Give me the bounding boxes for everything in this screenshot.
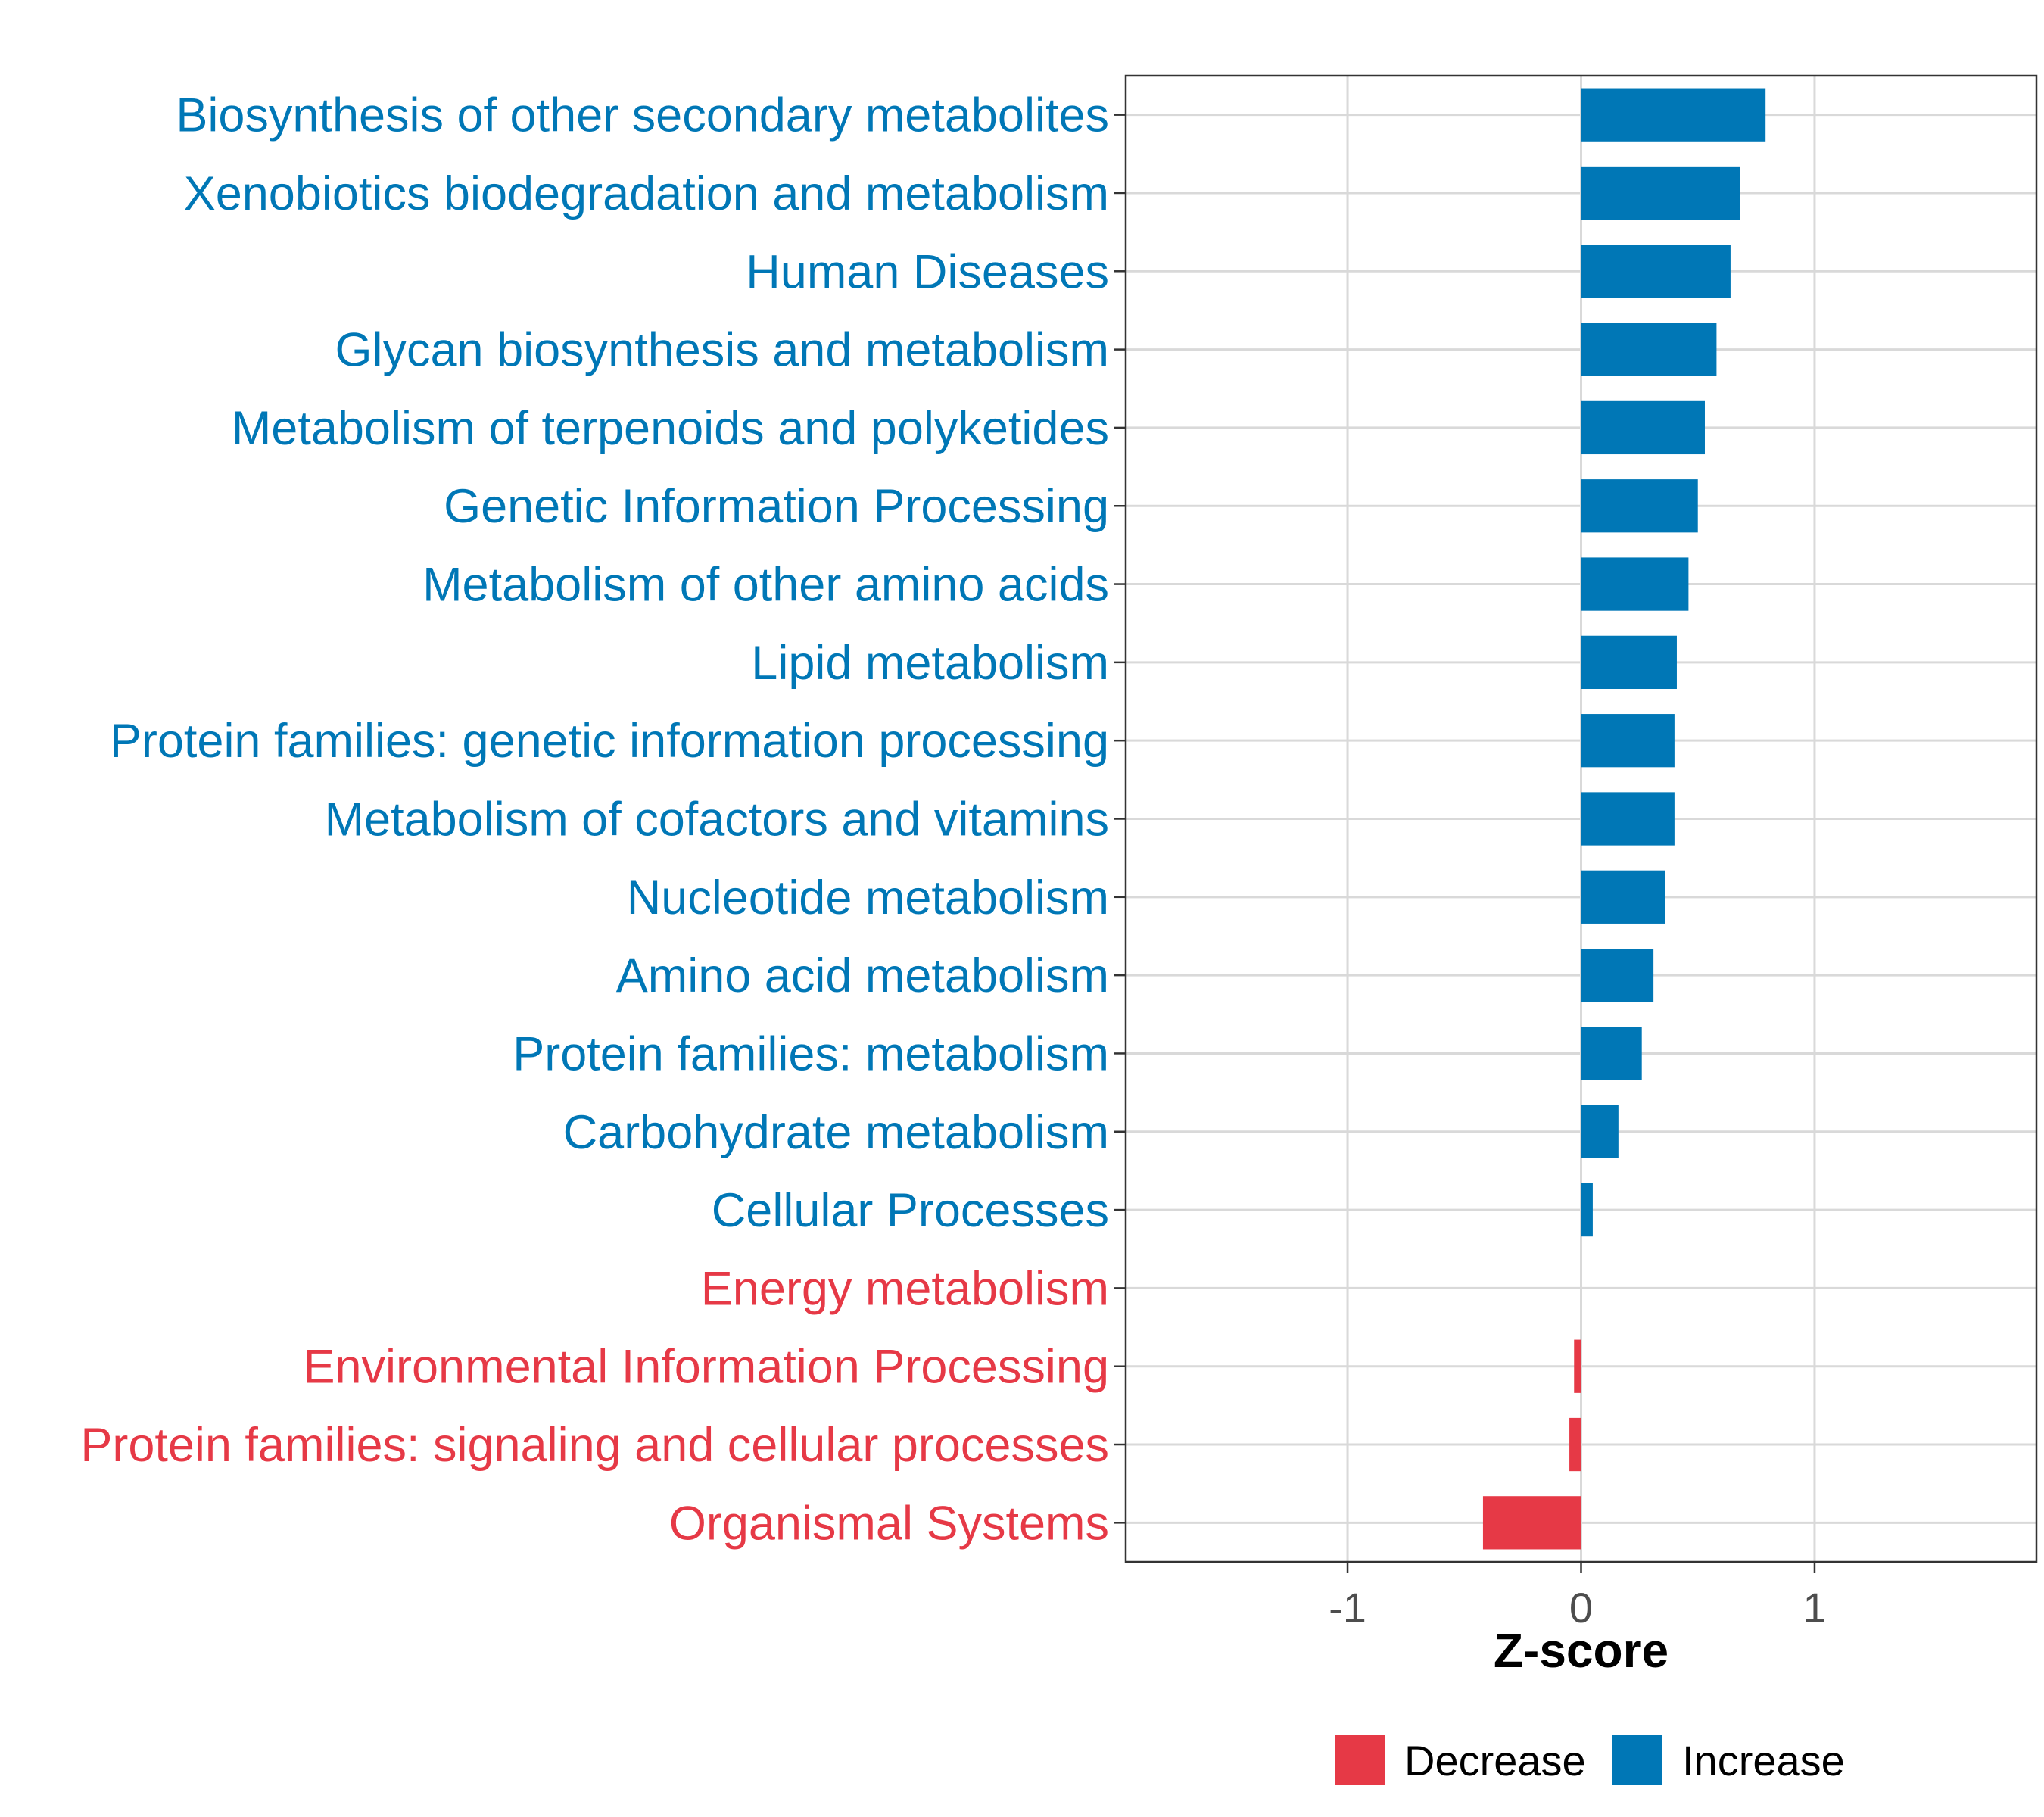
bar-11	[1581, 949, 1654, 1002]
category-label-14: Cellular Processes	[712, 1184, 1109, 1237]
legend-label-increase: Increase	[1682, 1737, 1845, 1784]
bar-17	[1569, 1417, 1581, 1472]
category-label-0: Biosynthesis of other secondary metaboli…	[176, 89, 1109, 142]
bar-8	[1581, 714, 1675, 768]
x-axis-ticks: -1 0 1	[1329, 1562, 1827, 1632]
x-tick-label-2: 1	[1803, 1584, 1826, 1632]
category-label-1: Xenobiotics biodegradation and metabolis…	[184, 167, 1109, 220]
category-label-6: Metabolism of other amino acids	[422, 559, 1109, 612]
bar-14	[1581, 1183, 1593, 1237]
category-label-4: Metabolism of terpenoids and polyketides	[232, 402, 1109, 455]
x-tick-label-1: 0	[1569, 1584, 1593, 1632]
legend-key-increase	[1612, 1735, 1662, 1785]
category-label-13: Carbohydrate metabolism	[563, 1106, 1109, 1159]
category-label-5: Genetic Information Processing	[444, 480, 1109, 533]
bar-5	[1581, 479, 1698, 533]
bars	[1482, 88, 1766, 1550]
bar-2	[1581, 245, 1731, 298]
bar-16	[1574, 1339, 1581, 1393]
category-label-9: Metabolism of cofactors and vitamins	[325, 793, 1109, 846]
y-axis-ticks	[1114, 114, 1126, 1524]
category-label-12: Protein families: metabolism	[513, 1027, 1109, 1080]
category-label-11: Amino acid metabolism	[616, 949, 1109, 1002]
bar-13	[1581, 1105, 1619, 1158]
legend: Decrease Increase	[1335, 1735, 1845, 1785]
x-axis-title: Z-score	[1494, 1623, 1669, 1678]
bar-7	[1581, 635, 1677, 689]
legend-label-decrease: Decrease	[1404, 1737, 1586, 1784]
category-label-15: Energy metabolism	[701, 1262, 1109, 1315]
category-label-10: Nucleotide metabolism	[627, 871, 1109, 924]
category-label-17: Protein families: signaling and cellular…	[80, 1419, 1109, 1472]
category-label-7: Lipid metabolism	[751, 637, 1109, 690]
bar-18	[1482, 1496, 1581, 1550]
bar-1	[1581, 166, 1740, 220]
bar-10	[1581, 870, 1665, 924]
bar-0	[1581, 88, 1766, 142]
category-label-18: Organismal Systems	[669, 1497, 1109, 1550]
y-axis-labels: Biosynthesis of other secondary metaboli…	[80, 89, 1109, 1551]
legend-key-decrease	[1335, 1735, 1385, 1785]
category-label-3: Glycan biosynthesis and metabolism	[335, 324, 1110, 377]
bar-12	[1581, 1027, 1642, 1080]
category-label-16: Environmental Information Processing	[303, 1341, 1109, 1394]
bar-9	[1581, 792, 1675, 846]
bar-4	[1581, 400, 1705, 455]
category-label-2: Human Diseases	[746, 245, 1109, 298]
category-label-8: Protein families: genetic information pr…	[110, 715, 1109, 768]
bar-3	[1581, 323, 1717, 376]
bar-6	[1581, 557, 1689, 611]
x-tick-label-0: -1	[1329, 1584, 1366, 1632]
